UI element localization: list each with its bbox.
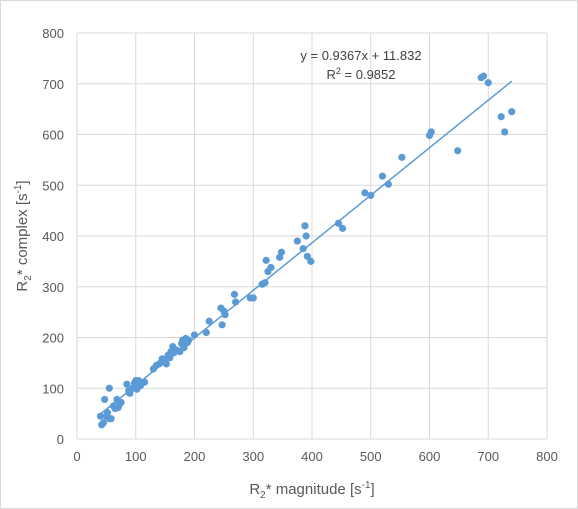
y-tick-label: 100 (42, 381, 64, 396)
data-point (190, 331, 199, 339)
data-point (301, 222, 309, 230)
data-point (117, 398, 125, 407)
data-point (293, 237, 301, 245)
data-point (261, 279, 269, 287)
data-point (205, 317, 213, 325)
data-point (162, 360, 170, 368)
data-point (107, 415, 115, 423)
y-axis-ticks: 0 100 200 300 400 500 600 700 800 (42, 26, 64, 447)
data-point (367, 191, 375, 199)
x-tick-label: 0 (73, 449, 80, 464)
y-tick-label: 0 (57, 432, 64, 447)
x-tick-label: 800 (536, 449, 558, 464)
data-point (427, 128, 435, 136)
data-point (267, 263, 275, 272)
data-point (479, 72, 488, 80)
data-point (338, 224, 347, 232)
y-tick-label: 600 (42, 128, 64, 143)
data-point (218, 321, 226, 329)
data-point (262, 256, 270, 264)
y-axis-title: R2* complex [s-1] (13, 180, 34, 291)
data-point (96, 412, 105, 420)
data-point (302, 232, 310, 240)
x-tick-label: 400 (301, 449, 323, 464)
data-point (334, 219, 343, 227)
data-point (105, 384, 113, 392)
data-point (101, 395, 109, 404)
data-point (180, 344, 188, 352)
data-point (202, 328, 210, 337)
data-point (454, 147, 462, 155)
data-point (378, 172, 387, 180)
y-tick-label: 500 (42, 178, 64, 193)
x-tick-label: 200 (184, 449, 206, 464)
data-point (307, 257, 315, 265)
gridlines (76, 32, 548, 440)
data-point (508, 108, 516, 116)
data-point (103, 409, 112, 417)
y-tick-label: 300 (42, 280, 64, 295)
data-point (361, 189, 369, 197)
data-point (99, 419, 108, 427)
data-point (232, 298, 240, 306)
x-tick-label: 600 (419, 449, 441, 464)
data-point (384, 180, 392, 188)
y-tick-label: 400 (42, 229, 64, 244)
data-point (166, 354, 174, 362)
y-tick-label: 800 (42, 26, 64, 41)
data-point (299, 245, 307, 253)
trendline-equation: y = 0.9367x + 11.832 (300, 48, 421, 63)
x-axis-ticks: 0 100 200 300 400 500 600 700 800 (73, 449, 557, 464)
x-tick-label: 500 (360, 449, 382, 464)
data-point (484, 79, 492, 87)
data-point (123, 380, 131, 388)
data-point (140, 378, 149, 386)
y-tick-label: 700 (42, 77, 64, 92)
data-point (303, 252, 311, 260)
data-point (277, 248, 286, 256)
data-points (96, 72, 516, 429)
trendline-r-squared: R2 = 0.9852 (327, 66, 396, 82)
data-point (221, 311, 229, 319)
data-point (497, 113, 505, 121)
x-tick-label: 300 (242, 449, 264, 464)
data-point (230, 290, 239, 298)
data-point (249, 294, 257, 302)
data-point (185, 336, 193, 344)
x-tick-label: 700 (477, 449, 499, 464)
x-axis-title: R2* magnitude [s-1] (249, 480, 374, 501)
data-point (501, 128, 509, 136)
y-tick-label: 200 (42, 331, 64, 346)
data-point (398, 153, 406, 161)
x-tick-label: 100 (125, 449, 147, 464)
